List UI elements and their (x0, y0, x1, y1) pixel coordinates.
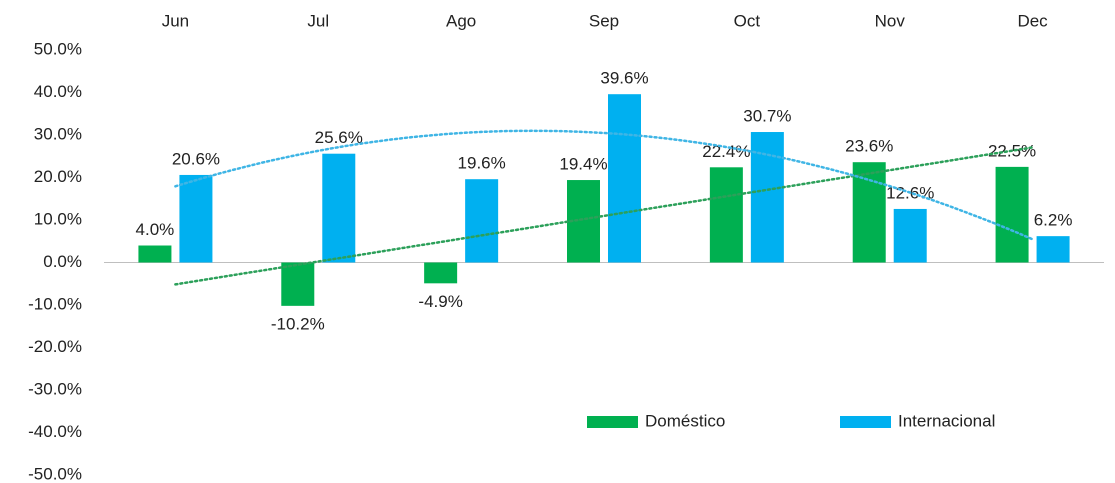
x-tick-label: Dec (1017, 11, 1048, 30)
data-label: 39.6% (600, 69, 648, 88)
bar (138, 245, 172, 263)
data-label: 19.6% (458, 154, 506, 173)
y-tick-label: 10.0% (34, 209, 82, 228)
data-label: 20.6% (172, 149, 220, 168)
y-tick-label: -20.0% (28, 337, 82, 356)
bar (608, 94, 641, 263)
legend-swatch (840, 416, 891, 428)
trendline (174, 146, 1034, 286)
x-tick-label: Ago (446, 11, 476, 30)
bar (322, 153, 356, 263)
data-label: 19.4% (559, 155, 607, 174)
data-label: -4.9% (418, 292, 462, 311)
data-label: 23.6% (845, 137, 893, 156)
bar (995, 166, 1029, 263)
y-tick-label: 40.0% (34, 82, 82, 101)
x-tick-label: Jun (162, 11, 189, 30)
bar (179, 174, 213, 263)
bar (465, 179, 499, 263)
data-label: 4.0% (136, 220, 175, 239)
data-label: -10.2% (271, 314, 325, 333)
bar (893, 208, 927, 263)
x-tick-label: Jul (307, 11, 329, 30)
legend-label: Doméstico (645, 411, 725, 430)
legend-label: Internacional (898, 411, 995, 430)
x-tick-label: Sep (589, 11, 619, 30)
x-tick-label: Nov (875, 11, 906, 30)
legend-swatch (587, 416, 638, 428)
y-tick-label: 20.0% (34, 167, 82, 186)
y-tick-label: -10.0% (28, 294, 82, 313)
x-tick-label: Oct (734, 11, 761, 30)
bar (281, 262, 315, 306)
bar (1036, 236, 1070, 263)
y-tick-label: 30.0% (34, 124, 82, 143)
bar (852, 162, 886, 263)
trendline (174, 129, 1034, 241)
data-label: 25.6% (315, 128, 363, 147)
y-tick-label: -30.0% (28, 379, 82, 398)
bar (750, 132, 784, 263)
bar (424, 262, 458, 284)
y-tick-label: -40.0% (28, 422, 82, 441)
y-tick-label: 0.0% (43, 252, 82, 271)
y-tick-label: 50.0% (34, 39, 82, 58)
y-tick-label: -50.0% (28, 464, 82, 483)
bar (709, 167, 743, 263)
data-label: 22.4% (702, 142, 750, 161)
data-label: 6.2% (1034, 211, 1073, 230)
data-label: 30.7% (743, 107, 791, 126)
